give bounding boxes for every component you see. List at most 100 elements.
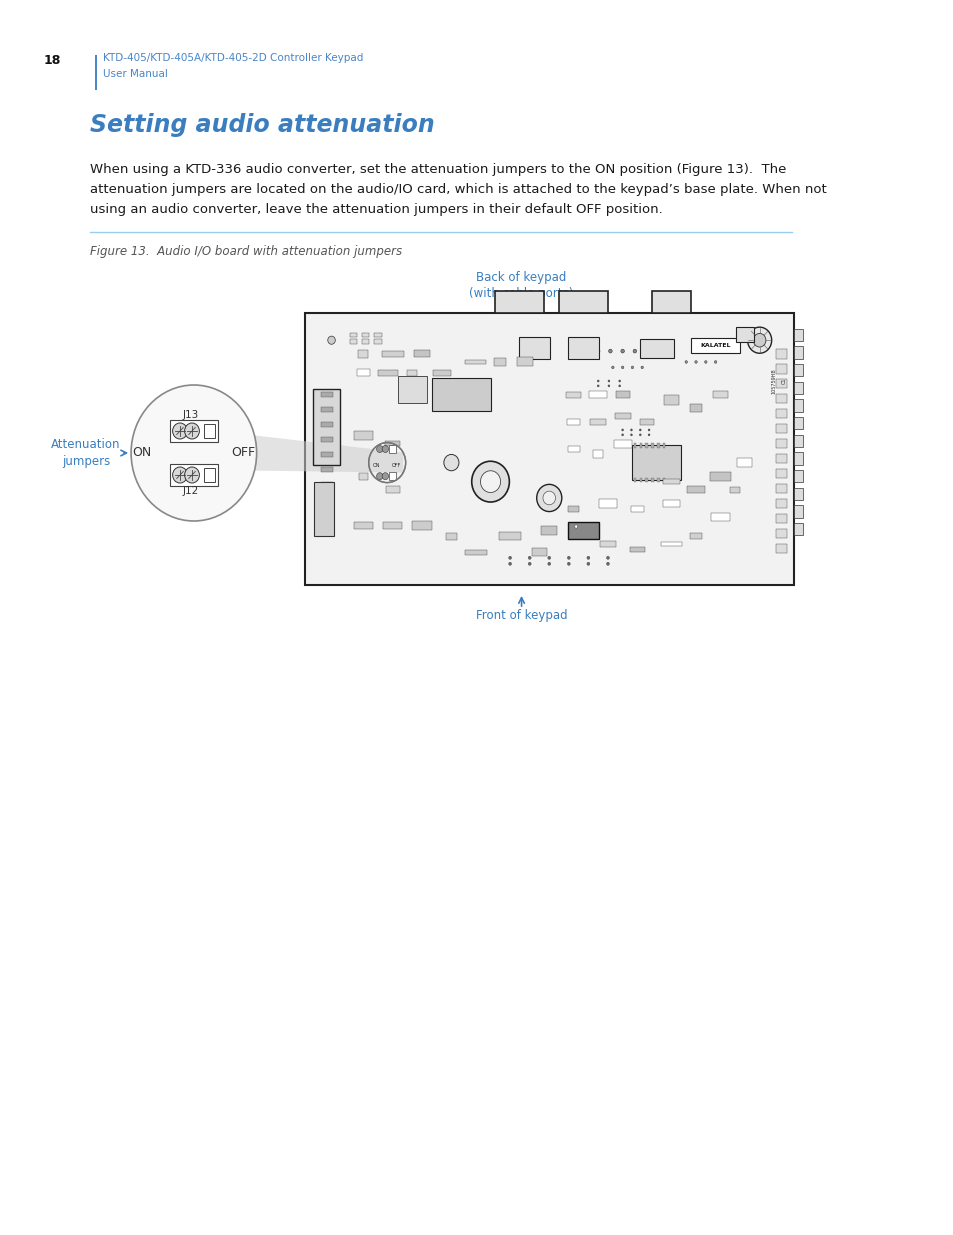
Bar <box>614 414 630 419</box>
Bar <box>639 478 641 482</box>
Bar <box>794 417 802 430</box>
Bar <box>397 375 427 403</box>
Bar <box>382 521 402 529</box>
Bar <box>712 390 727 399</box>
Text: jumpers: jumpers <box>62 454 110 468</box>
Circle shape <box>586 562 589 566</box>
Circle shape <box>630 429 632 431</box>
Text: J13: J13 <box>183 410 199 420</box>
Bar <box>313 389 339 466</box>
Text: 105759HB: 105759HB <box>771 368 776 394</box>
Circle shape <box>480 471 500 493</box>
Bar <box>518 337 550 359</box>
Text: Figure 13.  Audio I/O board with attenuation jumpers: Figure 13. Audio I/O board with attenuat… <box>91 246 402 258</box>
Circle shape <box>528 562 531 566</box>
Bar <box>598 499 616 508</box>
Bar <box>320 437 333 442</box>
Bar <box>320 496 333 501</box>
Bar <box>464 550 486 556</box>
Circle shape <box>607 385 609 387</box>
Circle shape <box>172 467 187 483</box>
Circle shape <box>586 556 589 559</box>
Bar <box>776 364 786 373</box>
Bar <box>776 394 786 404</box>
Bar <box>593 451 602 458</box>
Circle shape <box>131 385 256 521</box>
Text: ON: ON <box>372 463 379 468</box>
Circle shape <box>650 350 653 353</box>
Bar <box>374 332 381 337</box>
Bar <box>794 435 802 447</box>
Circle shape <box>508 562 511 566</box>
Bar <box>629 547 644 552</box>
Circle shape <box>542 492 555 505</box>
Bar <box>776 379 786 389</box>
Bar <box>320 393 333 396</box>
Circle shape <box>704 361 706 363</box>
Circle shape <box>574 525 578 529</box>
Bar <box>445 532 456 540</box>
Bar <box>384 441 400 446</box>
Bar <box>690 404 700 412</box>
Circle shape <box>631 366 633 369</box>
Text: Setting audio attenuation: Setting audio attenuation <box>91 112 435 137</box>
Bar <box>639 419 653 425</box>
Bar <box>407 370 416 375</box>
Bar <box>432 378 490 411</box>
Bar <box>662 478 665 482</box>
Text: ON: ON <box>132 447 152 459</box>
Circle shape <box>567 556 570 559</box>
Circle shape <box>185 467 199 483</box>
Bar <box>350 332 356 337</box>
Bar <box>657 443 659 447</box>
Circle shape <box>620 366 623 369</box>
Bar <box>776 514 786 524</box>
Bar <box>495 291 544 312</box>
Bar <box>567 521 598 540</box>
Bar <box>567 419 579 425</box>
Bar <box>389 472 395 480</box>
Bar <box>776 543 786 553</box>
Circle shape <box>684 361 687 363</box>
Circle shape <box>753 333 765 347</box>
Bar <box>385 487 399 494</box>
Bar <box>170 420 217 442</box>
Text: OFF: OFF <box>392 463 400 468</box>
Text: C1: C1 <box>781 378 786 384</box>
Bar <box>633 443 636 447</box>
Bar <box>689 532 701 540</box>
Bar <box>374 340 381 343</box>
Bar <box>645 478 647 482</box>
Text: When using a KTD-336 audio converter, set the attenuation jumpers to the ON posi: When using a KTD-336 audio converter, se… <box>91 163 786 177</box>
Bar <box>651 443 653 447</box>
Bar <box>660 542 681 546</box>
Circle shape <box>714 361 716 363</box>
Bar <box>362 340 369 343</box>
Circle shape <box>471 461 509 503</box>
Bar <box>776 499 786 508</box>
Circle shape <box>185 424 199 438</box>
Bar <box>632 445 680 480</box>
Circle shape <box>606 556 609 559</box>
Bar <box>320 422 333 427</box>
Bar <box>599 541 616 547</box>
Bar <box>639 443 641 447</box>
Bar <box>465 359 486 364</box>
Bar <box>358 473 368 479</box>
Circle shape <box>528 556 531 559</box>
Circle shape <box>621 433 623 436</box>
Circle shape <box>376 446 383 452</box>
Circle shape <box>647 433 649 436</box>
Bar <box>776 424 786 433</box>
Bar <box>662 500 679 506</box>
Circle shape <box>596 350 599 353</box>
Bar <box>662 479 679 484</box>
Circle shape <box>659 350 663 353</box>
Bar <box>794 346 802 358</box>
Bar <box>350 340 356 343</box>
Text: KALATEL: KALATEL <box>700 343 730 348</box>
Bar <box>377 370 397 375</box>
Circle shape <box>639 429 640 431</box>
Bar <box>794 471 802 483</box>
Text: User Manual: User Manual <box>103 69 168 79</box>
